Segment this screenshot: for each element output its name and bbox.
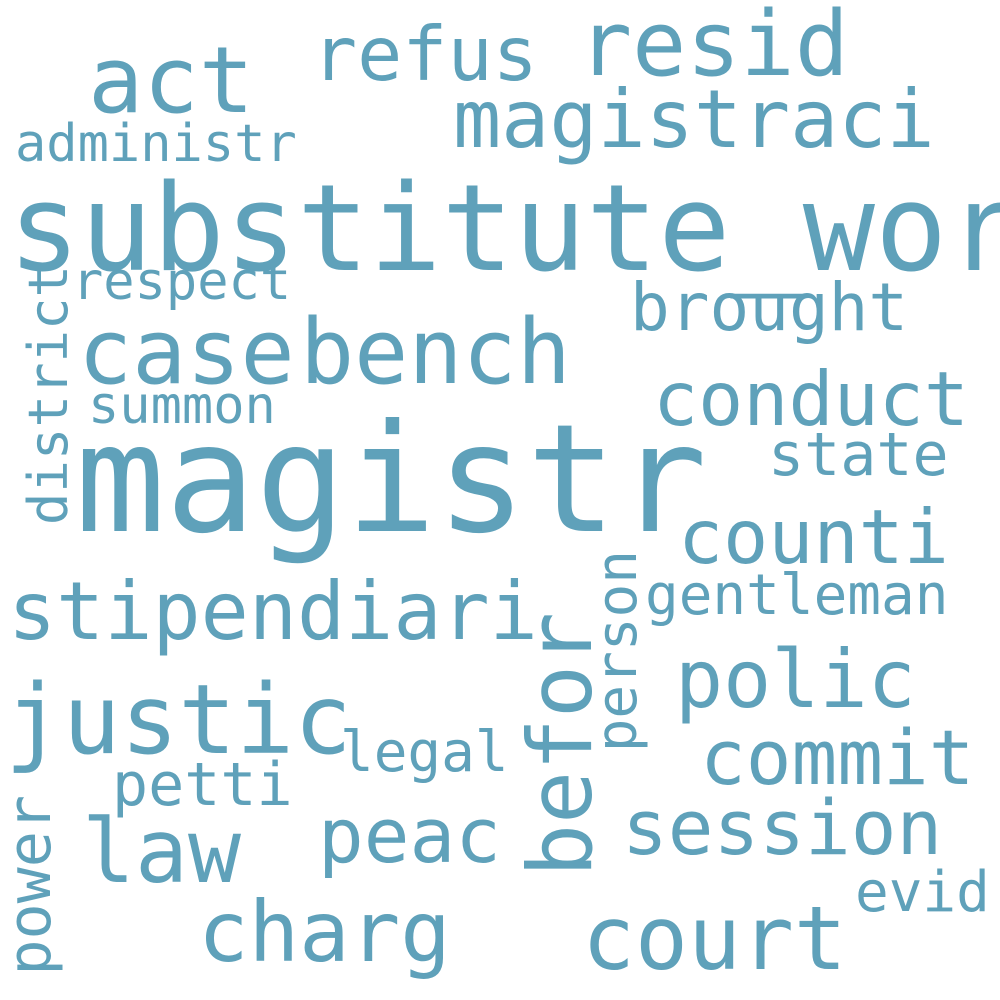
word-substitute-word: substitute_word: [8, 160, 1000, 299]
word-law: law: [82, 800, 241, 903]
word-district: district: [17, 265, 80, 526]
word-bench: bench: [300, 300, 571, 405]
word-charg: charg: [198, 883, 451, 981]
word-state: state: [768, 420, 949, 490]
word-administr: administr: [15, 114, 297, 174]
word-justic: justic: [5, 664, 352, 776]
word-case: case: [78, 300, 295, 405]
word-refus: refus: [312, 10, 538, 98]
word-befor: befor: [509, 612, 612, 877]
word-petti: petti: [112, 750, 293, 820]
word-commit: commit: [700, 713, 975, 802]
word-power: power: [0, 795, 65, 976]
word-evid: evid: [855, 860, 990, 925]
word-polic: polic: [675, 633, 916, 726]
word-gentleman: gentleman: [645, 563, 949, 628]
word-act: act: [88, 27, 255, 134]
word-respect: respect: [72, 252, 292, 312]
word-legal: legal: [340, 720, 509, 785]
word-session: session: [622, 783, 943, 872]
word-peac: peac: [318, 791, 502, 880]
word-summon: summon: [88, 376, 276, 436]
word-stipendiari: stipendiari: [8, 565, 538, 658]
word-resid: resid: [578, 0, 849, 97]
word-counti: counti: [678, 493, 949, 581]
word-magistr: magistr: [75, 393, 708, 567]
word-court: court: [582, 887, 847, 990]
word-conduct: conduct: [653, 355, 970, 443]
word-brought: brought: [630, 269, 909, 346]
word-magistraci: magistraci: [453, 73, 935, 166]
